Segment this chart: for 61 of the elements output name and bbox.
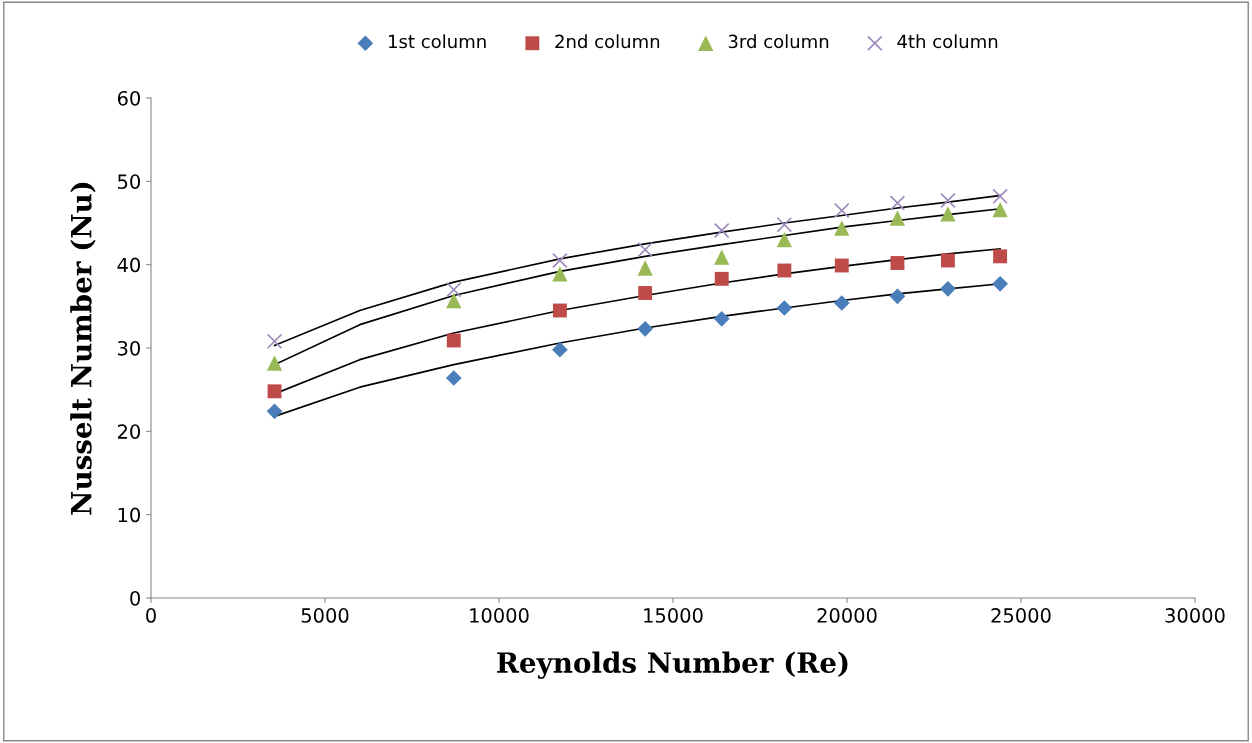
y-axis-title: Nusselt Number (Nu) [70, 182, 96, 515]
y-tick-label: 30 [118, 340, 140, 356]
point [552, 303, 567, 318]
x-tick-label: 25000 [991, 608, 1051, 623]
y-tick-label: 40 [117, 257, 140, 273]
point [713, 310, 730, 327]
point [637, 260, 653, 276]
point [993, 249, 1008, 264]
point [267, 384, 282, 399]
point [266, 355, 283, 371]
point [552, 266, 568, 282]
point [713, 222, 730, 239]
x-axis-title: Reynolds Number (Re) [497, 651, 848, 679]
point [890, 256, 905, 270]
point [940, 280, 956, 297]
y-tick-label: 20 [117, 424, 140, 439]
legend-label: 3rd column [728, 34, 829, 49]
point [992, 202, 1008, 218]
x-tick-label: 15000 [644, 608, 703, 623]
point [637, 320, 654, 337]
point [940, 192, 956, 209]
point [777, 263, 792, 278]
x-tick-label: 30000 [1165, 608, 1225, 623]
point [889, 210, 906, 226]
legend-label: 4th column [897, 34, 998, 49]
point [445, 281, 462, 298]
x-tick-label: 20000 [817, 608, 877, 623]
legend-label: 1st column [389, 34, 486, 49]
point [266, 403, 283, 420]
x-tick-label: 5000 [301, 608, 349, 623]
line-series [273, 194, 1001, 347]
point [992, 275, 1008, 292]
point [446, 333, 461, 348]
x-tick-label: 10000 [470, 608, 529, 623]
y-tick-label: 0 [130, 590, 140, 606]
point [992, 188, 1008, 205]
point [638, 286, 653, 300]
legend-label: 2nd column [555, 34, 660, 49]
point [940, 253, 955, 268]
y-tick-label: 10 [118, 507, 140, 523]
point [776, 232, 792, 248]
point [552, 252, 568, 269]
point [889, 288, 906, 305]
point [834, 220, 850, 236]
point [637, 241, 653, 258]
point [834, 258, 849, 273]
point [445, 370, 462, 386]
point [940, 206, 956, 222]
point [889, 195, 906, 211]
point [714, 249, 730, 265]
point [776, 300, 793, 316]
y-tick-label: 50 [118, 174, 140, 189]
x-tick-label: 0 [146, 608, 156, 623]
y-tick-label: 60 [117, 90, 140, 106]
point [446, 292, 462, 309]
point [833, 295, 850, 311]
point [552, 341, 568, 358]
point [266, 333, 283, 350]
point [714, 271, 729, 286]
point [834, 202, 850, 219]
point [776, 216, 793, 233]
